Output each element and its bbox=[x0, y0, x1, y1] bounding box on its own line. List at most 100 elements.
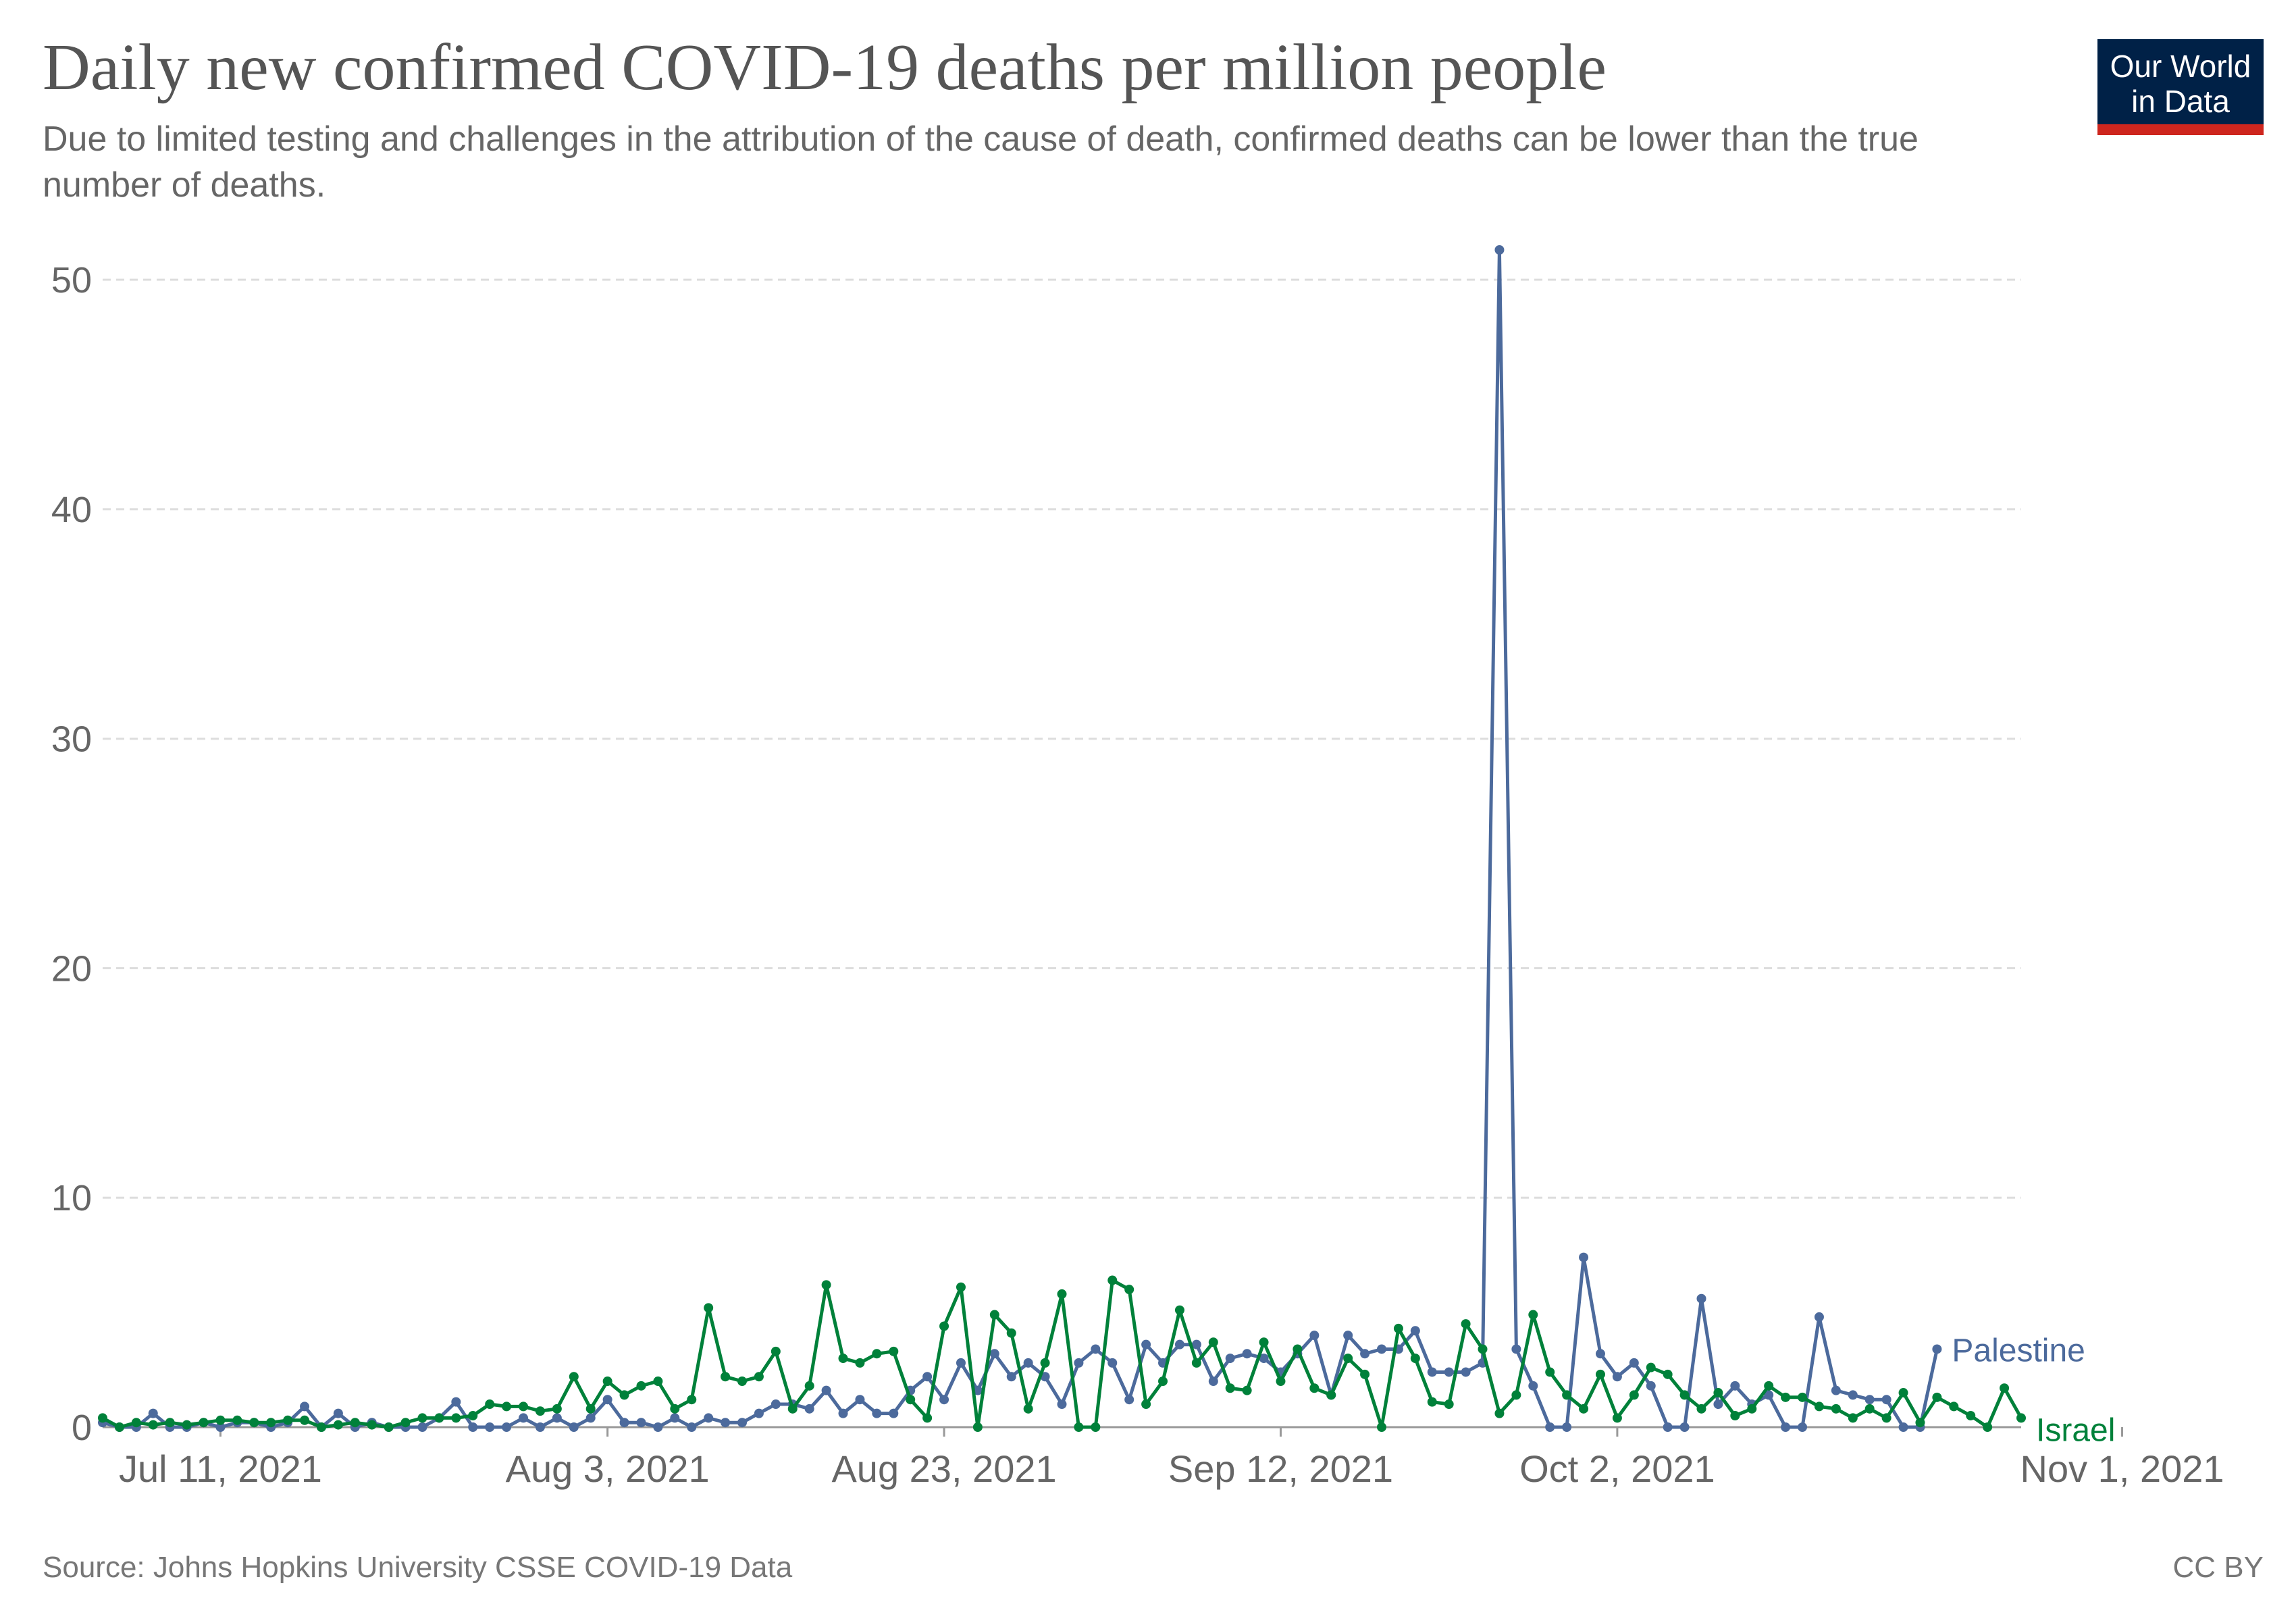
data-point-palestine bbox=[215, 1422, 226, 1432]
data-point-israel bbox=[400, 1418, 411, 1428]
x-tick-label: Jul 11, 2021 bbox=[119, 1447, 322, 1490]
data-point-israel bbox=[1595, 1369, 1605, 1379]
chart-subtitle: Due to limited testing and challenges in… bbox=[43, 120, 1919, 205]
data-point-palestine bbox=[1781, 1422, 1791, 1432]
data-point-israel bbox=[1293, 1344, 1303, 1354]
data-point-palestine bbox=[1377, 1344, 1386, 1354]
data-point-palestine bbox=[989, 1349, 999, 1359]
data-point-palestine bbox=[519, 1413, 529, 1423]
data-point-israel bbox=[1983, 1422, 1993, 1432]
y-tick-label: 30 bbox=[51, 719, 92, 760]
data-point-palestine bbox=[1107, 1358, 1118, 1368]
logo-line-2: in Data bbox=[2131, 84, 2230, 119]
data-point-palestine bbox=[485, 1422, 495, 1432]
data-point-israel bbox=[283, 1415, 293, 1425]
data-point-israel bbox=[300, 1415, 310, 1425]
data-point-israel bbox=[232, 1415, 242, 1425]
data-point-israel bbox=[721, 1372, 731, 1382]
data-point-israel bbox=[1259, 1337, 1269, 1347]
data-point-israel bbox=[1006, 1328, 1016, 1338]
x-tick-label: Aug 3, 2021 bbox=[506, 1447, 710, 1490]
owid-logo[interactable]: Our World in Data bbox=[2097, 39, 2264, 135]
data-point-palestine bbox=[939, 1395, 949, 1405]
data-point-israel bbox=[1377, 1422, 1386, 1432]
data-point-israel bbox=[1309, 1383, 1320, 1393]
data-point-palestine bbox=[1309, 1331, 1320, 1341]
data-point-israel bbox=[1208, 1337, 1218, 1347]
data-point-israel bbox=[1074, 1422, 1084, 1432]
data-point-israel bbox=[771, 1346, 781, 1356]
data-point-palestine bbox=[1444, 1367, 1454, 1377]
data-point-israel bbox=[1511, 1390, 1521, 1400]
grid-lines: 0 10 20 30 40 50 bbox=[51, 260, 2021, 1448]
data-point-israel bbox=[1528, 1310, 1538, 1320]
data-point-israel bbox=[1949, 1401, 1959, 1412]
data-point-palestine bbox=[417, 1422, 427, 1432]
data-point-israel bbox=[2000, 1383, 2010, 1393]
data-point-palestine bbox=[1663, 1422, 1673, 1432]
data-point-palestine bbox=[721, 1418, 731, 1428]
data-point-israel bbox=[1764, 1381, 1774, 1391]
data-point-palestine bbox=[771, 1399, 781, 1410]
data-point-palestine bbox=[1410, 1326, 1420, 1336]
source-note[interactable]: Source: Johns Hopkins University CSSE CO… bbox=[43, 1551, 793, 1584]
data-point-palestine bbox=[838, 1408, 848, 1418]
data-point-israel bbox=[502, 1401, 512, 1412]
data-point-israel bbox=[1730, 1411, 1740, 1421]
data-point-palestine bbox=[1831, 1385, 1841, 1395]
data-point-israel bbox=[1225, 1383, 1235, 1393]
data-point-palestine bbox=[1713, 1399, 1723, 1410]
data-point-palestine bbox=[1191, 1339, 1201, 1349]
data-point-israel bbox=[1107, 1275, 1118, 1285]
data-point-palestine bbox=[855, 1395, 865, 1405]
data-point-palestine bbox=[300, 1401, 310, 1412]
data-point-palestine bbox=[653, 1422, 663, 1432]
data-point-palestine bbox=[1023, 1358, 1033, 1368]
data-point-israel bbox=[1679, 1390, 1690, 1400]
data-point-israel bbox=[804, 1381, 814, 1391]
data-point-israel bbox=[1696, 1404, 1706, 1414]
data-point-palestine bbox=[1696, 1293, 1706, 1304]
data-point-israel bbox=[552, 1404, 562, 1414]
data-point-israel bbox=[1646, 1362, 1656, 1372]
data-point-israel bbox=[1124, 1285, 1134, 1295]
data-point-israel bbox=[704, 1303, 714, 1313]
data-point-israel bbox=[1276, 1376, 1286, 1387]
data-point-israel bbox=[687, 1395, 697, 1405]
data-point-palestine bbox=[1730, 1381, 1740, 1391]
x-tick-label: Oct 2, 2021 bbox=[1519, 1447, 1715, 1490]
data-point-israel bbox=[1191, 1358, 1201, 1368]
data-point-israel bbox=[1494, 1408, 1505, 1418]
data-point-israel bbox=[1864, 1404, 1875, 1414]
data-point-israel bbox=[1915, 1418, 1925, 1428]
data-point-israel bbox=[1174, 1305, 1184, 1315]
data-point-palestine bbox=[1208, 1376, 1218, 1387]
y-tick-label: 10 bbox=[51, 1178, 92, 1218]
data-point-israel bbox=[1831, 1404, 1841, 1414]
y-tick-label: 0 bbox=[72, 1408, 92, 1448]
data-point-israel bbox=[1966, 1411, 1976, 1421]
data-point-palestine bbox=[1814, 1312, 1824, 1322]
data-point-palestine bbox=[1225, 1354, 1235, 1364]
data-point-palestine bbox=[1124, 1395, 1134, 1405]
data-point-palestine bbox=[1006, 1372, 1016, 1382]
data-point-palestine bbox=[1629, 1358, 1639, 1368]
data-point-israel bbox=[906, 1395, 916, 1405]
x-tick-label: Sep 12, 2021 bbox=[1168, 1447, 1393, 1490]
data-point-israel bbox=[1360, 1369, 1370, 1379]
data-point-israel bbox=[1798, 1392, 1808, 1402]
data-point-palestine bbox=[1764, 1390, 1774, 1400]
data-point-israel bbox=[1444, 1399, 1454, 1410]
data-point-palestine bbox=[552, 1413, 562, 1423]
data-point-palestine bbox=[1579, 1252, 1589, 1262]
data-point-israel bbox=[148, 1420, 158, 1430]
chart-title: Daily new confirmed COVID-19 deaths per … bbox=[43, 31, 1607, 104]
data-point-israel bbox=[1326, 1390, 1336, 1400]
data-point-israel bbox=[451, 1413, 461, 1423]
data-point-israel bbox=[182, 1420, 192, 1430]
data-point-israel bbox=[1158, 1376, 1168, 1387]
data-point-palestine bbox=[1091, 1344, 1101, 1354]
license-link[interactable]: CC BY bbox=[2172, 1551, 2264, 1584]
data-point-israel bbox=[1747, 1404, 1757, 1414]
y-tick-label: 40 bbox=[51, 490, 92, 530]
